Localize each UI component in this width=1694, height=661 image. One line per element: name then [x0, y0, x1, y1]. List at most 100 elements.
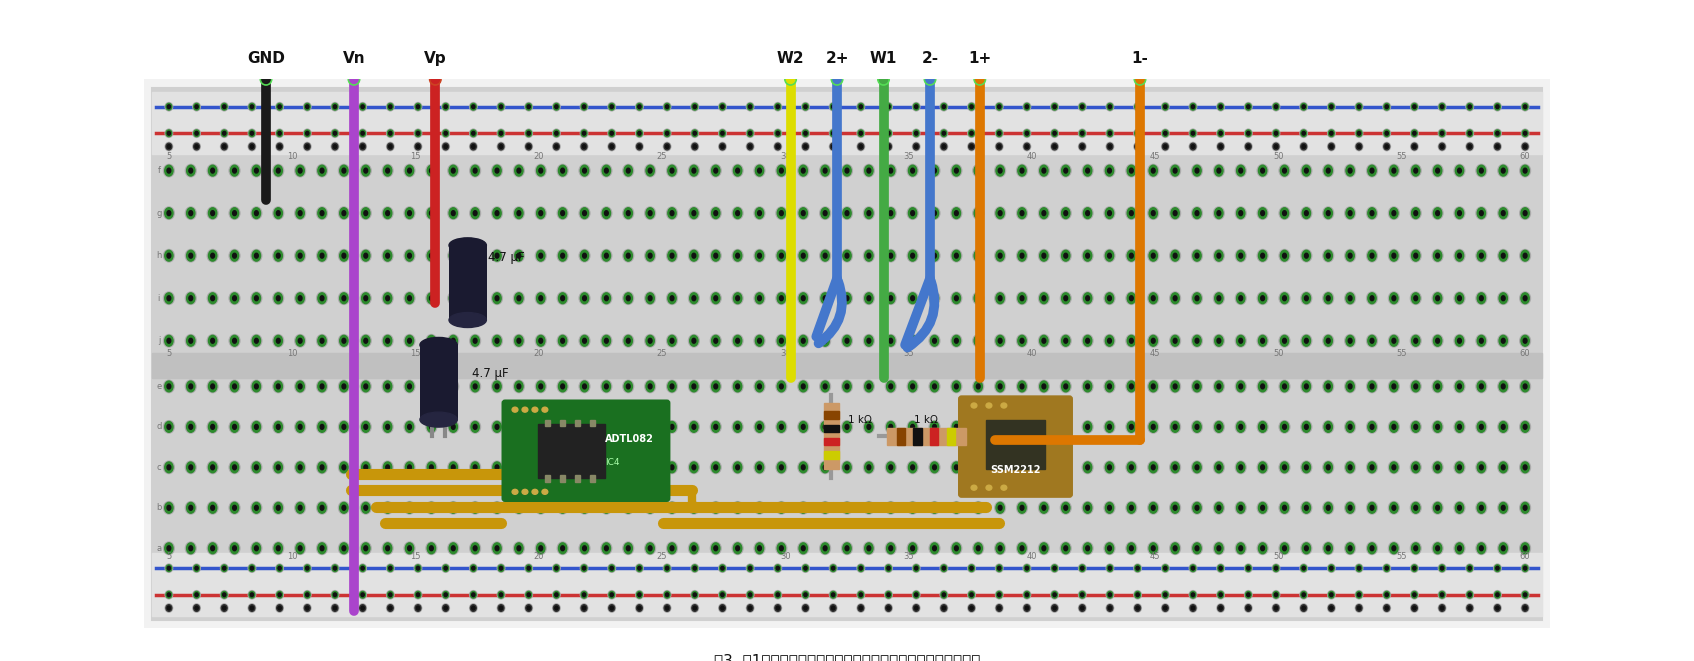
Ellipse shape [832, 566, 835, 570]
Ellipse shape [1164, 606, 1167, 610]
Ellipse shape [332, 590, 339, 599]
Ellipse shape [298, 506, 302, 510]
Ellipse shape [940, 129, 947, 137]
Ellipse shape [1137, 132, 1140, 135]
Ellipse shape [164, 461, 174, 473]
Ellipse shape [774, 130, 781, 137]
Ellipse shape [471, 502, 479, 513]
Ellipse shape [1301, 420, 1311, 433]
Ellipse shape [1149, 208, 1157, 219]
Ellipse shape [1245, 129, 1252, 137]
Ellipse shape [186, 335, 195, 346]
Ellipse shape [1052, 103, 1057, 110]
Ellipse shape [1411, 165, 1420, 176]
Ellipse shape [1304, 465, 1308, 470]
Ellipse shape [1054, 606, 1057, 610]
Ellipse shape [845, 384, 849, 389]
Ellipse shape [442, 103, 449, 110]
Ellipse shape [318, 543, 327, 554]
Ellipse shape [1260, 253, 1264, 258]
Text: ADTL082: ADTL082 [605, 434, 654, 444]
Ellipse shape [186, 422, 195, 432]
Ellipse shape [1370, 211, 1374, 215]
Ellipse shape [1501, 296, 1504, 301]
Text: 50: 50 [1274, 349, 1284, 358]
Ellipse shape [1411, 420, 1421, 433]
Ellipse shape [295, 292, 305, 305]
Ellipse shape [386, 546, 390, 551]
Ellipse shape [208, 251, 217, 261]
Ellipse shape [305, 103, 310, 110]
Ellipse shape [823, 384, 827, 389]
Ellipse shape [190, 546, 193, 551]
Ellipse shape [388, 132, 391, 135]
Ellipse shape [273, 165, 283, 177]
Ellipse shape [1467, 605, 1472, 611]
Ellipse shape [1304, 168, 1308, 173]
Ellipse shape [1281, 422, 1289, 432]
Ellipse shape [1189, 590, 1196, 599]
Ellipse shape [1475, 502, 1487, 514]
Ellipse shape [1108, 565, 1113, 572]
Ellipse shape [1457, 384, 1462, 389]
Ellipse shape [430, 253, 434, 258]
Ellipse shape [342, 296, 346, 301]
Ellipse shape [689, 543, 698, 554]
Ellipse shape [249, 592, 254, 598]
Ellipse shape [1413, 145, 1416, 149]
Ellipse shape [1440, 593, 1443, 597]
Ellipse shape [776, 542, 786, 555]
Ellipse shape [1164, 145, 1167, 149]
Ellipse shape [193, 590, 200, 599]
Ellipse shape [554, 103, 559, 110]
Ellipse shape [1479, 384, 1484, 389]
Text: 10: 10 [286, 349, 298, 358]
Ellipse shape [688, 165, 700, 177]
Ellipse shape [491, 380, 503, 393]
Ellipse shape [998, 384, 1001, 389]
Ellipse shape [278, 105, 281, 108]
Ellipse shape [1465, 564, 1474, 572]
Ellipse shape [1237, 208, 1245, 219]
Ellipse shape [720, 566, 723, 570]
Ellipse shape [1016, 380, 1027, 393]
Ellipse shape [1191, 542, 1203, 555]
Ellipse shape [718, 564, 727, 572]
Text: 55: 55 [1396, 349, 1408, 358]
Ellipse shape [1257, 165, 1269, 177]
Bar [947, 428, 955, 444]
Ellipse shape [1389, 542, 1399, 555]
Ellipse shape [884, 142, 893, 151]
Ellipse shape [942, 132, 945, 135]
Ellipse shape [974, 543, 983, 554]
Ellipse shape [1453, 207, 1465, 219]
Ellipse shape [230, 462, 239, 473]
Ellipse shape [757, 296, 761, 301]
Ellipse shape [645, 293, 654, 303]
Ellipse shape [1130, 168, 1133, 173]
Ellipse shape [711, 462, 720, 473]
Ellipse shape [449, 502, 457, 513]
Ellipse shape [449, 543, 457, 554]
Ellipse shape [747, 565, 754, 572]
Ellipse shape [691, 564, 698, 572]
Ellipse shape [1127, 249, 1137, 262]
Ellipse shape [888, 593, 889, 597]
Ellipse shape [998, 506, 1001, 510]
Ellipse shape [537, 293, 545, 303]
Ellipse shape [449, 208, 457, 219]
Ellipse shape [832, 105, 835, 108]
Ellipse shape [1164, 593, 1167, 597]
Ellipse shape [339, 165, 349, 177]
Bar [896, 428, 905, 444]
Ellipse shape [1023, 103, 1030, 110]
Ellipse shape [1347, 335, 1354, 346]
Ellipse shape [774, 129, 781, 137]
Ellipse shape [1127, 335, 1135, 346]
Ellipse shape [1494, 130, 1501, 137]
Ellipse shape [610, 132, 613, 135]
Ellipse shape [623, 381, 632, 392]
Ellipse shape [1330, 566, 1333, 570]
Ellipse shape [1108, 338, 1111, 343]
Ellipse shape [1162, 565, 1169, 572]
